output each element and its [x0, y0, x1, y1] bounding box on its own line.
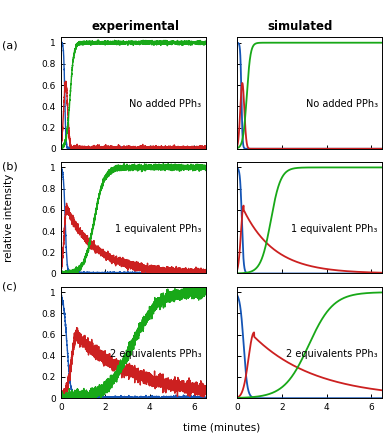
- Text: (b): (b): [2, 161, 18, 171]
- Text: No added PPh₃: No added PPh₃: [129, 99, 201, 109]
- Text: 1 equivalent PPh₃: 1 equivalent PPh₃: [115, 224, 201, 234]
- Text: 2 equivalents PPh₃: 2 equivalents PPh₃: [110, 348, 201, 359]
- Text: time (minutes): time (minutes): [183, 422, 260, 432]
- Text: (c): (c): [2, 282, 17, 291]
- Text: 2 equivalents PPh₃: 2 equivalents PPh₃: [286, 348, 378, 359]
- Text: No added PPh₃: No added PPh₃: [306, 99, 378, 109]
- Text: relative intensity: relative intensity: [4, 174, 14, 262]
- Text: experimental: experimental: [91, 20, 179, 33]
- Text: 1 equivalent PPh₃: 1 equivalent PPh₃: [292, 224, 378, 234]
- Text: (a): (a): [2, 41, 18, 51]
- Text: simulated: simulated: [267, 20, 332, 33]
